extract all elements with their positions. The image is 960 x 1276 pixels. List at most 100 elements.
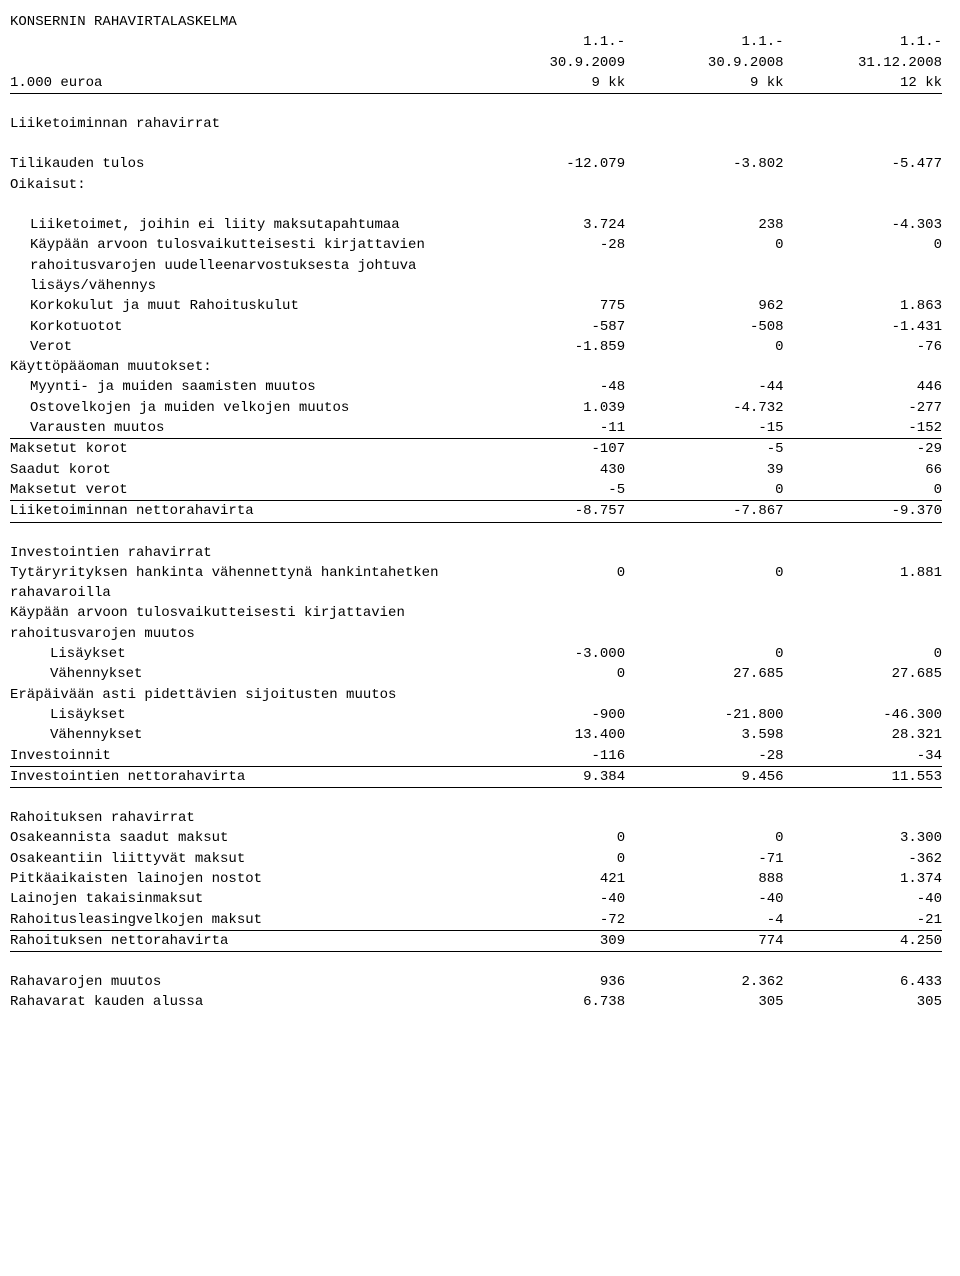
col-header: 1.1.-: [625, 32, 783, 52]
row-value: -277: [784, 398, 942, 418]
col-header: 31.12.2008: [784, 53, 942, 73]
table-row: Investointien nettorahavirta 9.384 9.456…: [10, 766, 942, 787]
row-label: Lisäykset: [10, 644, 467, 664]
row-label: Eräpäivään asti pidettävien sijoitusten …: [10, 685, 467, 705]
row-value: -1.431: [784, 317, 942, 337]
row-label: Käypään arvoon tulosvaikutteisesti kirja…: [10, 235, 467, 296]
row-value: 305: [625, 992, 783, 1012]
row-value: -116: [467, 746, 625, 767]
row-label: Rahoituksen nettorahavirta: [10, 930, 467, 951]
table-row: Myynti- ja muiden saamisten muutos -48 -…: [10, 377, 942, 397]
col-header: 1.1.-: [784, 32, 942, 52]
row-value: 0: [625, 828, 783, 848]
table-row: Maksetut korot -107 -5 -29: [10, 439, 942, 460]
section-heading: Rahoituksen rahavirrat: [10, 808, 467, 828]
row-value: 0: [625, 337, 783, 357]
row-value: 0: [625, 480, 783, 501]
row-value: -8.757: [467, 501, 625, 522]
table-row: Liiketoiminnan nettorahavirta -8.757 -7.…: [10, 501, 942, 522]
row-value: 962: [625, 296, 783, 316]
table-row: Vähennykset 0 27.685 27.685: [10, 664, 942, 684]
row-value: -4: [625, 910, 783, 931]
table-row: Lisäykset -3.000 0 0: [10, 644, 942, 664]
section-heading: Investointien rahavirrat: [10, 543, 467, 563]
row-value: -5.477: [784, 154, 942, 174]
row-value: 28.321: [784, 725, 942, 745]
page-title: KONSERNIN RAHAVIRTALASKELMA: [10, 12, 467, 32]
row-value: -44: [625, 377, 783, 397]
table-row: Investoinnit -116 -28 -34: [10, 746, 942, 767]
row-value: 1.039: [467, 398, 625, 418]
col-header: 30.9.2009: [467, 53, 625, 73]
row-label: Varausten muutos: [10, 418, 467, 439]
row-value: -12.079: [467, 154, 625, 174]
row-label: Rahavarojen muutos: [10, 972, 467, 992]
row-value: 3.598: [625, 725, 783, 745]
table-row: Vähennykset 13.400 3.598 28.321: [10, 725, 942, 745]
table-row: Käypään arvoon tulosvaikutteisesti kirja…: [10, 603, 942, 644]
row-value: 27.685: [784, 664, 942, 684]
table-row: Ostovelkojen ja muiden velkojen muutos 1…: [10, 398, 942, 418]
row-label: Lisäykset: [10, 705, 467, 725]
row-value: 421: [467, 869, 625, 889]
col-header: 9 kk: [625, 73, 783, 94]
row-label: Tytäryrityksen hankinta vähennettynä han…: [10, 563, 467, 604]
cash-flow-statement: KONSERNIN RAHAVIRTALASKELMA 1.1.- 1.1.- …: [10, 12, 942, 1013]
row-value: 305: [784, 992, 942, 1012]
row-value: 430: [467, 460, 625, 480]
row-label: Käyttöpääoman muutokset:: [10, 357, 467, 377]
col-header: 9 kk: [467, 73, 625, 94]
row-value: 27.685: [625, 664, 783, 684]
table-row: Lainojen takaisinmaksut -40 -40 -40: [10, 889, 942, 909]
row-value: -40: [625, 889, 783, 909]
row-value: -152: [784, 418, 942, 439]
row-value: 2.362: [625, 972, 783, 992]
table-row: Maksetut verot -5 0 0: [10, 480, 942, 501]
row-value: 0: [625, 563, 783, 604]
row-label: Maksetut korot: [10, 439, 467, 460]
table-row: Tilikauden tulos -12.079 -3.802 -5.477: [10, 154, 942, 174]
row-value: -21.800: [625, 705, 783, 725]
row-value: -72: [467, 910, 625, 931]
row-value: 66: [784, 460, 942, 480]
row-value: 238: [625, 215, 783, 235]
table-row: Osakeantiin liittyvät maksut 0 -71 -362: [10, 849, 942, 869]
row-value: 446: [784, 377, 942, 397]
row-value: 0: [625, 644, 783, 664]
row-value: 1.374: [784, 869, 942, 889]
row-value: 0: [467, 664, 625, 684]
row-label: Lainojen takaisinmaksut: [10, 889, 467, 909]
row-value: 0: [467, 849, 625, 869]
row-value: -15: [625, 418, 783, 439]
row-value: -4.732: [625, 398, 783, 418]
section-heading: Liiketoiminnan rahavirrat: [10, 114, 467, 134]
row-label: Investoinnit: [10, 746, 467, 767]
table-row: Tytäryrityksen hankinta vähennettynä han…: [10, 563, 942, 604]
row-value: -587: [467, 317, 625, 337]
row-value: -9.370: [784, 501, 942, 522]
row-value: -11: [467, 418, 625, 439]
table-row: Käypään arvoon tulosvaikutteisesti kirja…: [10, 235, 942, 296]
row-label: Vähennykset: [10, 664, 467, 684]
row-value: -362: [784, 849, 942, 869]
table-row: Rahoitusleasingvelkojen maksut -72 -4 -2…: [10, 910, 942, 931]
row-value: -28: [467, 235, 625, 296]
row-value: 11.553: [784, 766, 942, 787]
row-value: 775: [467, 296, 625, 316]
table-row: Pitkäaikaisten lainojen nostot 421 888 1…: [10, 869, 942, 889]
col-header: 1.1.-: [467, 32, 625, 52]
row-value: -29: [784, 439, 942, 460]
table-row: Korkotuotot -587 -508 -1.431: [10, 317, 942, 337]
row-value: 13.400: [467, 725, 625, 745]
row-value: 4.250: [784, 930, 942, 951]
row-value: 9.384: [467, 766, 625, 787]
row-value: 3.300: [784, 828, 942, 848]
row-label: Ostovelkojen ja muiden velkojen muutos: [10, 398, 467, 418]
row-value: -3.000: [467, 644, 625, 664]
table-row: Rahavarojen muutos 936 2.362 6.433: [10, 972, 942, 992]
row-value: -71: [625, 849, 783, 869]
row-label: Investointien nettorahavirta: [10, 766, 467, 787]
table-row: Saadut korot 430 39 66: [10, 460, 942, 480]
row-label: Liiketoiminnan nettorahavirta: [10, 501, 467, 522]
row-label: Oikaisut:: [10, 175, 467, 195]
